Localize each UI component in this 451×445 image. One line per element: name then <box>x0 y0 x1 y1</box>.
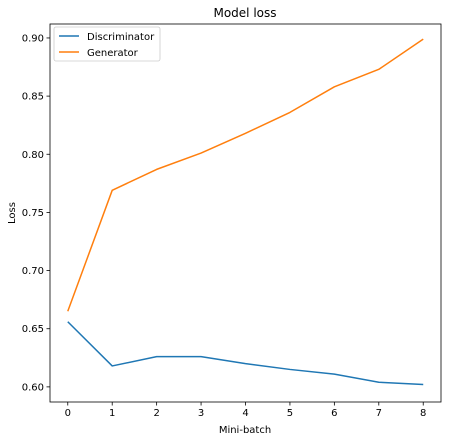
y-axis-title: Loss <box>7 202 18 224</box>
legend-label-discriminator: Discriminator <box>87 32 155 43</box>
plot-area: 0 1 2 3 4 5 6 7 8 0.60 0.65 0.70 0.75 0.80 0.85 0.90 <box>22 23 442 419</box>
y-tick-label: 0.65 <box>22 324 44 335</box>
legend-label-generator: Generator <box>87 48 139 59</box>
x-tick-label: 6 <box>331 408 337 419</box>
y-tick-label: 0.85 <box>22 92 44 103</box>
y-tick-label: 0.60 <box>22 382 44 393</box>
y-tick-label: 0.75 <box>22 208 44 219</box>
legend: Discriminator Generator <box>53 26 161 62</box>
x-tick-label: 8 <box>420 408 426 419</box>
x-tick-label: 0 <box>65 408 71 419</box>
chart-title: Model loss <box>213 6 276 20</box>
y-tick-label: 0.70 <box>22 266 44 277</box>
x-tick-label: 3 <box>198 408 204 419</box>
x-tick-label: 1 <box>109 408 115 419</box>
y-tick-label: 0.80 <box>22 150 44 161</box>
x-axis-title: Mini-batch <box>219 425 271 436</box>
series-lines <box>67 38 424 386</box>
series-line-discriminator <box>67 321 424 386</box>
x-tick-label: 5 <box>287 408 293 419</box>
legend-box <box>53 26 161 62</box>
x-axis-ticks: 0 1 2 3 4 5 6 7 8 <box>65 402 426 419</box>
y-axis-ticks: 0.60 0.65 0.70 0.75 0.80 0.85 0.90 <box>22 33 50 393</box>
y-tick-label: 0.90 <box>22 33 44 44</box>
x-tick-label: 4 <box>242 408 248 419</box>
x-tick-label: 2 <box>153 408 159 419</box>
series-line-generator <box>67 38 424 312</box>
x-tick-label: 7 <box>376 408 382 419</box>
